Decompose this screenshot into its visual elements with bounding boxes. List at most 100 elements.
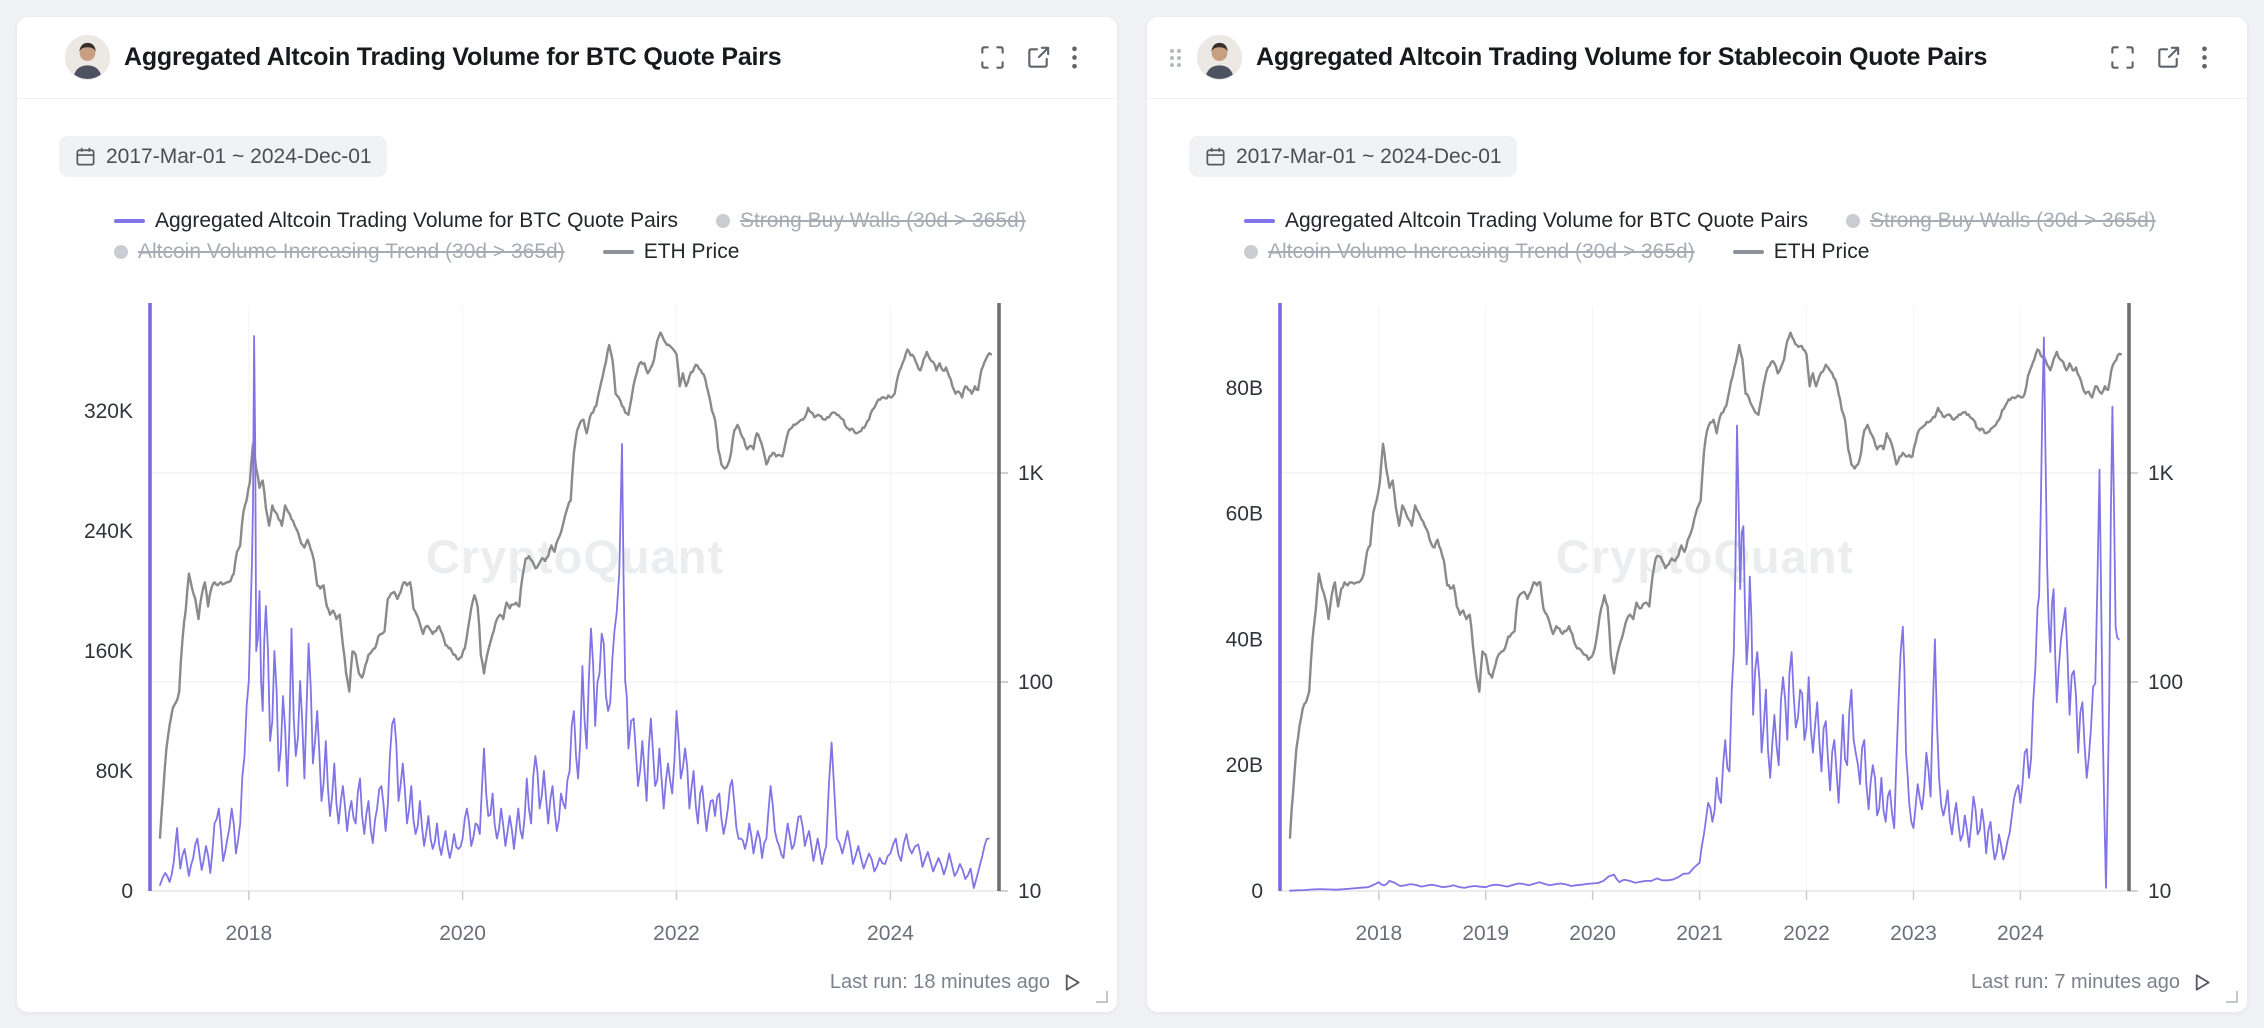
svg-text:100: 100	[1018, 671, 1053, 694]
svg-text:100: 100	[2148, 671, 2183, 694]
y-axis-right: 10 100 1K	[999, 462, 1053, 903]
open-in-new-icon[interactable]	[2154, 43, 2183, 72]
legend-label: Strong Buy Walls (30d > 365d)	[739, 209, 1026, 232]
svg-text:80K: 80K	[96, 760, 133, 783]
drag-handle-icon[interactable]	[1167, 42, 1184, 74]
legend-circle-marker	[114, 245, 128, 259]
grid-vertical	[1378, 306, 2021, 891]
svg-text:1K: 1K	[2148, 462, 2174, 485]
chart-card-stablecoin-quote-pairs: Aggregated Altcoin Trading Volume for St…	[1146, 16, 2248, 1013]
legend-circle-marker	[1244, 245, 1258, 259]
chart-card-btc-quote-pairs: Aggregated Altcoin Trading Volume for BT…	[16, 16, 1118, 1013]
watermark: CryptoQuant	[1556, 530, 1854, 583]
svg-text:160K: 160K	[84, 640, 133, 663]
fullscreen-icon[interactable]	[978, 43, 1007, 72]
card-header: Aggregated Altcoin Trading Volume for BT…	[17, 17, 1117, 99]
svg-text:2023: 2023	[1890, 922, 1937, 945]
svg-text:2020: 2020	[439, 922, 486, 945]
x-axis: 2018 2020 2022 2024	[225, 891, 914, 945]
resize-handle[interactable]	[2222, 987, 2240, 1005]
y-axis-left: 0 20B 40B 60B 80B	[1226, 377, 1263, 903]
legend-line-marker	[114, 219, 145, 223]
chart-legend: Aggregated Altcoin Trading Volume for BT…	[1244, 209, 2249, 264]
svg-text:2021: 2021	[1676, 922, 1723, 945]
open-in-new-icon[interactable]	[1024, 43, 1053, 72]
legend-label: Altcoin Volume Increasing Trend (30d > 3…	[1268, 240, 1695, 263]
last-run-label: Last run: 7 minutes ago	[1970, 971, 2180, 993]
legend-item-2[interactable]: Altcoin Volume Increasing Trend (30d > 3…	[114, 240, 565, 264]
y-axis-left: 0 80K 160K 240K 320K	[84, 400, 133, 903]
legend-label: Altcoin Volume Increasing Trend (30d > 3…	[138, 240, 565, 263]
svg-text:0: 0	[121, 880, 133, 903]
legend-line-marker	[1244, 219, 1275, 223]
kebab-menu-icon[interactable]	[2200, 43, 2209, 72]
svg-text:1K: 1K	[1018, 462, 1044, 485]
legend-item-0[interactable]: Aggregated Altcoin Trading Volume for BT…	[1244, 209, 1808, 233]
svg-text:60B: 60B	[1226, 503, 1263, 526]
series-eth-price	[1288, 331, 2123, 839]
legend-item-1[interactable]: Strong Buy Walls (30d > 365d)	[1845, 209, 2156, 233]
legend-item-1[interactable]: Strong Buy Walls (30d > 365d)	[715, 209, 1026, 233]
last-run-label: Last run: 18 minutes ago	[829, 971, 1050, 993]
svg-text:2024: 2024	[867, 922, 914, 945]
avatar[interactable]	[65, 35, 110, 80]
header-actions	[978, 43, 1079, 72]
legend-circle-marker	[715, 214, 730, 228]
kebab-menu-icon[interactable]	[1070, 43, 1079, 72]
calendar-icon	[1206, 147, 1225, 166]
legend-item-3[interactable]: ETH Price	[1732, 240, 1870, 264]
svg-text:2018: 2018	[1355, 922, 1402, 945]
svg-text:2022: 2022	[1783, 922, 1830, 945]
last-run: Last run: 18 minutes ago	[830, 971, 1083, 994]
series-volume	[159, 335, 990, 889]
svg-text:2020: 2020	[1569, 922, 1616, 945]
card-title: Aggregated Altcoin Trading Volume for BT…	[124, 43, 782, 71]
svg-text:2024: 2024	[1997, 922, 2044, 945]
legend-line-marker	[1732, 250, 1764, 254]
avatar[interactable]	[1197, 35, 1242, 80]
legend-label: ETH Price	[1773, 240, 1870, 263]
grid-horizontal	[150, 472, 999, 683]
header-actions	[2108, 43, 2209, 72]
legend-circle-marker	[1845, 214, 1860, 228]
date-range-label: 2017-Mar-01 ~ 2024-Dec-01	[1236, 144, 1502, 168]
svg-text:2018: 2018	[225, 922, 272, 945]
date-range-badge[interactable]: 2017-Mar-01 ~ 2024-Dec-01	[1189, 136, 1517, 177]
x-axis: 2018 2019 2020 2021 2022 2023 2024	[1355, 891, 2044, 945]
legend-label: Aggregated Altcoin Trading Volume for BT…	[1285, 209, 1808, 232]
chart-legend: Aggregated Altcoin Trading Volume for BT…	[114, 209, 1119, 264]
y-axis-right: 10 100 1K	[2129, 462, 2183, 903]
fullscreen-icon[interactable]	[2108, 43, 2137, 72]
card-header: Aggregated Altcoin Trading Volume for St…	[1147, 17, 2247, 99]
legend-line-marker	[602, 250, 634, 254]
svg-text:20B: 20B	[1226, 754, 1263, 777]
grid-vertical	[248, 306, 891, 891]
series-eth-price	[158, 331, 993, 839]
calendar-icon	[76, 147, 95, 166]
legend-label: ETH Price	[643, 240, 740, 263]
date-range-badge[interactable]: 2017-Mar-01 ~ 2024-Dec-01	[59, 136, 387, 177]
run-play-icon[interactable]	[1060, 971, 1083, 994]
legend-label: Strong Buy Walls (30d > 365d)	[1869, 209, 2156, 232]
svg-text:40B: 40B	[1226, 628, 1263, 651]
resize-handle[interactable]	[1092, 987, 1110, 1005]
legend-item-0[interactable]: Aggregated Altcoin Trading Volume for BT…	[114, 209, 678, 233]
svg-text:10: 10	[2148, 880, 2171, 903]
svg-text:2019: 2019	[1462, 922, 1509, 945]
legend-label: Aggregated Altcoin Trading Volume for BT…	[155, 209, 678, 232]
svg-text:0: 0	[1251, 880, 1263, 903]
watermark: CryptoQuant	[426, 530, 724, 583]
series-volume	[1289, 336, 2120, 892]
card-title: Aggregated Altcoin Trading Volume for St…	[1256, 43, 1988, 71]
legend-item-3[interactable]: ETH Price	[602, 240, 740, 264]
svg-text:10: 10	[1018, 880, 1041, 903]
run-play-icon[interactable]	[2190, 971, 2213, 994]
svg-text:240K: 240K	[84, 520, 133, 543]
date-range-label: 2017-Mar-01 ~ 2024-Dec-01	[106, 144, 372, 168]
svg-text:80B: 80B	[1226, 377, 1263, 400]
svg-text:2022: 2022	[653, 922, 700, 945]
svg-text:320K: 320K	[84, 400, 133, 423]
last-run: Last run: 7 minutes ago	[1971, 971, 2213, 994]
grid-horizontal	[1280, 472, 2129, 683]
legend-item-2[interactable]: Altcoin Volume Increasing Trend (30d > 3…	[1244, 240, 1695, 264]
